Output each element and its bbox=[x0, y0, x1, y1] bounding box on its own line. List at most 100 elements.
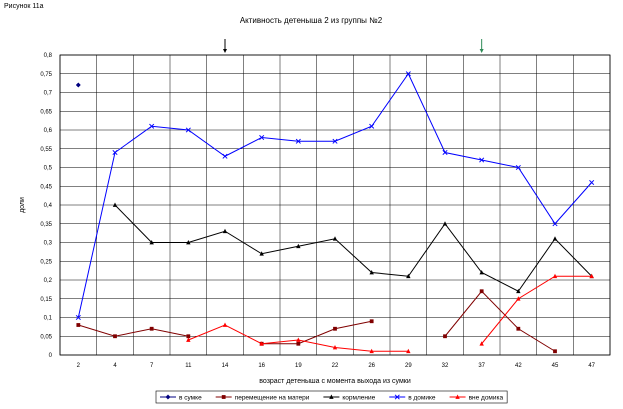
data-point bbox=[222, 153, 228, 159]
data-point bbox=[406, 348, 411, 354]
y-tick-label: 0,25 bbox=[40, 259, 52, 265]
data-point bbox=[295, 138, 301, 144]
y-tick-label: 0,65 bbox=[40, 109, 52, 115]
data-point bbox=[259, 341, 264, 346]
data-point bbox=[149, 123, 155, 129]
data-point bbox=[112, 149, 118, 156]
legend: в сумке перемещение на матери кормление в д… bbox=[155, 390, 508, 404]
y-tick-label: 0,6 bbox=[44, 128, 53, 134]
legend-item: вне домика bbox=[449, 394, 504, 401]
x-tick-label: 26 bbox=[368, 363, 375, 369]
data-point bbox=[479, 341, 484, 346]
series-line bbox=[77, 72, 593, 318]
series-line bbox=[114, 204, 593, 292]
x-tick-label: 14 bbox=[222, 363, 229, 369]
data-point bbox=[589, 273, 594, 279]
data-point bbox=[186, 337, 191, 342]
legend-label: в сумке bbox=[179, 394, 202, 401]
data-point bbox=[185, 127, 191, 133]
data-point bbox=[479, 289, 484, 294]
x-tick-label: 11 bbox=[185, 363, 192, 369]
legend-label: перемещение на матери bbox=[235, 394, 310, 401]
y-tick-label: 0,75 bbox=[40, 72, 52, 78]
data-point bbox=[369, 270, 374, 275]
data-point bbox=[113, 334, 117, 339]
data-point bbox=[186, 240, 191, 245]
data-point bbox=[516, 296, 521, 301]
data-point bbox=[332, 138, 338, 144]
x-tick-label: 47 bbox=[588, 363, 595, 369]
chart-title: Активность детеныша 2 из группы №2 bbox=[240, 16, 383, 25]
data-point bbox=[589, 179, 595, 186]
data-point bbox=[333, 326, 337, 331]
data-point bbox=[405, 71, 411, 77]
y-tick-label: 0 bbox=[49, 353, 53, 359]
annotations bbox=[223, 39, 484, 53]
arrow-annotation-head bbox=[223, 49, 227, 53]
y-tick-label: 0,05 bbox=[40, 334, 52, 340]
data-point bbox=[332, 236, 338, 241]
x-tick-label: 42 bbox=[515, 363, 522, 369]
data-point bbox=[516, 288, 521, 294]
x-tick-label: 22 bbox=[332, 363, 339, 369]
legend-label: вне домика bbox=[469, 394, 504, 401]
data-point bbox=[222, 228, 228, 234]
y-tick-label: 0,45 bbox=[40, 184, 52, 190]
data-point bbox=[259, 134, 265, 141]
data-point bbox=[369, 348, 374, 354]
plot-area bbox=[59, 54, 611, 356]
legend-item: кормление bbox=[323, 394, 376, 401]
x-tick-label: 32 bbox=[442, 363, 449, 369]
series-group bbox=[186, 273, 594, 354]
y-axis-label: доли bbox=[19, 197, 26, 213]
legend-label: кормление bbox=[342, 394, 375, 401]
data-point bbox=[369, 123, 375, 129]
y-tick-label: 0,8 bbox=[44, 53, 53, 59]
data-point bbox=[222, 322, 228, 327]
data-point bbox=[552, 236, 558, 241]
x-tick-label: 45 bbox=[552, 363, 559, 369]
arrow-annotation-head bbox=[479, 49, 484, 53]
figure-label: Рисунок 11а bbox=[4, 3, 44, 10]
data-point bbox=[516, 326, 521, 331]
y-tick-label: 0,5 bbox=[44, 166, 53, 172]
data-point bbox=[112, 202, 118, 207]
y-tick-label: 0,55 bbox=[40, 147, 52, 153]
data-point bbox=[149, 326, 154, 331]
x-axis-ticks: 2 4 7 11 14 16 19 22 26 29 32 37 42 45 47 bbox=[77, 363, 596, 369]
data-point bbox=[406, 273, 411, 279]
data-point bbox=[259, 251, 264, 256]
chart-grid bbox=[59, 54, 611, 356]
series-line bbox=[481, 275, 592, 345]
x-tick-label: 29 bbox=[405, 363, 412, 369]
series-line bbox=[444, 290, 556, 352]
data-point bbox=[149, 240, 154, 245]
data-point bbox=[479, 157, 485, 163]
data-point bbox=[75, 82, 81, 88]
data-point bbox=[552, 273, 558, 279]
data-point bbox=[479, 270, 484, 275]
legend-swatch-marker bbox=[455, 394, 460, 399]
data-point bbox=[332, 345, 338, 350]
x-tick-label: 7 bbox=[150, 363, 154, 369]
y-tick-label: 0,1 bbox=[44, 316, 53, 322]
data-point bbox=[442, 149, 448, 156]
x-tick-label: 16 bbox=[258, 363, 265, 369]
legend-item: перемещение на матери bbox=[215, 394, 310, 401]
series-group bbox=[75, 71, 595, 321]
x-axis-label: возраст детеныша с момента выхода из сум… bbox=[259, 378, 411, 385]
data-point bbox=[186, 334, 191, 339]
x-tick-label: 4 bbox=[113, 363, 117, 369]
series-group bbox=[75, 82, 81, 88]
x-tick-label: 37 bbox=[478, 363, 485, 369]
x-tick-label: 2 bbox=[77, 363, 81, 369]
data-point bbox=[443, 334, 447, 339]
y-axis-ticks: 0 0,05 0,1 0,15 0,2 0,25 0,3 0,35 0,4 0,45 0,5 0,55… bbox=[40, 53, 52, 359]
data-point bbox=[553, 349, 557, 354]
data-point bbox=[552, 221, 558, 227]
series-group bbox=[76, 289, 557, 354]
legend-swatch-marker bbox=[394, 394, 400, 400]
y-tick-label: 0,7 bbox=[44, 91, 53, 97]
series-line bbox=[78, 324, 189, 337]
